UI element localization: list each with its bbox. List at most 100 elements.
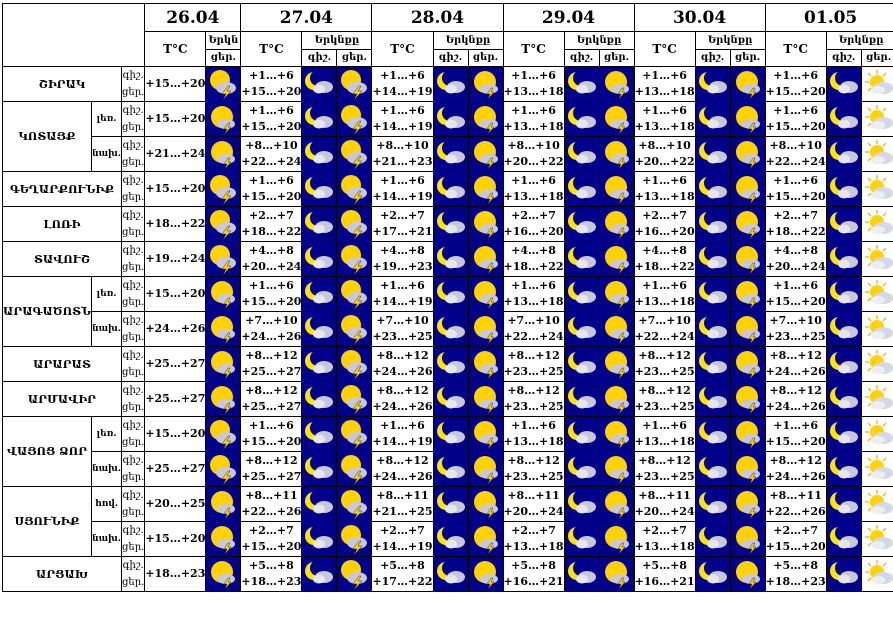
temp-day: +13…+18 xyxy=(503,190,564,203)
temp-night: +2…+7 xyxy=(380,524,425,537)
temp-day-cell: +20…+25 xyxy=(144,486,207,522)
temp-day-cell: +25…+27 xyxy=(144,451,207,487)
night-label: գիշ. xyxy=(122,105,144,116)
temp-cell: +8…+12 +23…+25 xyxy=(633,346,696,382)
sun-cloud-icon xyxy=(600,452,634,486)
time-labels: գիշ. ցեր. xyxy=(120,276,146,312)
night-icon-cell xyxy=(825,521,862,557)
storm-icon xyxy=(206,207,240,241)
night-icon-cell xyxy=(563,416,600,452)
temp-day: +23…+25 xyxy=(503,470,564,483)
region-row: նախ. գիշ. ցեր. +21…+24 +8…+10 +22…+24 +8…+10… xyxy=(3,136,893,172)
day-col-label: ցեր. xyxy=(603,51,630,63)
temp-night: +8…+10 xyxy=(769,139,822,152)
moon-cloud-icon xyxy=(434,557,467,591)
day-icon-cell xyxy=(467,486,504,522)
temp-day-cell: +25…+27 xyxy=(144,381,207,417)
day-icon-cell xyxy=(860,346,893,382)
temp-day: +18…+23 xyxy=(765,575,826,588)
sun-cloud-icon xyxy=(600,487,634,521)
night-icon-cell xyxy=(432,276,469,312)
night-icon-cell xyxy=(563,521,600,557)
night-col-label: գիշ. xyxy=(827,49,862,66)
temp-day: +22…+24 xyxy=(765,155,826,168)
temp-day-cell: +15…+20 xyxy=(144,171,207,207)
night-icon-cell xyxy=(694,556,731,592)
temp-header: T°C xyxy=(633,31,696,67)
temp-day: +24…+26 xyxy=(372,470,433,483)
night-icon-cell xyxy=(301,171,338,207)
region-name: ԱՐՄԱՎԻՐ xyxy=(2,381,122,417)
temp-cell: +5…+8 +16…+21 xyxy=(502,556,565,592)
moon-cloud-icon xyxy=(696,452,730,486)
temp-day-cell: +15…+20 xyxy=(144,276,207,312)
night-icon-cell xyxy=(694,241,731,277)
sun-icon xyxy=(862,172,893,206)
day-icon-cell xyxy=(336,66,373,102)
temp-day: +14…+19 xyxy=(372,190,433,203)
day-icon-cell xyxy=(598,451,635,487)
day-icon-cell xyxy=(467,556,504,592)
subregion-label: նախ. xyxy=(91,451,122,487)
sky-icon-cell xyxy=(205,381,242,417)
temp-day-cell: +18…+23 xyxy=(144,556,207,592)
temp-night: +1…+6 xyxy=(642,279,687,292)
temp-cell: +8…+12 +25…+27 xyxy=(240,346,303,382)
temp-night: +8…+12 xyxy=(638,454,691,467)
temp-cell: +1…+6 +15…+20 xyxy=(240,416,303,452)
moon-cloud-icon xyxy=(827,67,861,101)
temp-cell: +2…+7 +15…+20 xyxy=(764,521,827,557)
temp-day: +19…+23 xyxy=(372,260,433,273)
temp-day: +15…+20 xyxy=(241,295,302,308)
night-label: գիշ. xyxy=(122,280,144,291)
temp-night: +1…+6 xyxy=(249,69,294,82)
region-name: ՎԱՅՈՑ ՁՈՐ xyxy=(1,416,93,487)
day-label: ցեր. xyxy=(121,332,145,343)
night-icon-cell xyxy=(694,136,731,172)
temp-day-cell: +15…+20 xyxy=(144,66,207,102)
day-label: ցեր. xyxy=(121,402,145,413)
sky-header: Երկնքը գիշ. ցեր. xyxy=(432,31,504,67)
temp-cell: +5…+8 +17…+22 xyxy=(371,556,434,592)
day-icon-cell xyxy=(467,66,504,102)
temp-cell: +7…+10 +22…+24 xyxy=(502,311,565,347)
sun-icon xyxy=(862,102,893,136)
day-icon-cell xyxy=(467,346,504,382)
storm-icon xyxy=(337,487,371,521)
day-icon-cell xyxy=(598,206,635,242)
day-icon-cell xyxy=(336,451,373,487)
temp-night: +1…+6 xyxy=(249,279,294,292)
sun-cloud-icon xyxy=(206,102,240,136)
sun-icon xyxy=(862,347,893,381)
temp-night: +8…+11 xyxy=(769,489,822,502)
moon-cloud-icon xyxy=(827,172,861,206)
temp-night: +1…+6 xyxy=(511,279,556,292)
night-label: գիշ. xyxy=(122,175,144,186)
temp-night: +1…+6 xyxy=(380,174,425,187)
sky-icon-cell xyxy=(205,556,242,592)
day-icon-cell xyxy=(336,521,373,557)
temp-day: +23…+25 xyxy=(503,365,564,378)
moon-cloud-icon xyxy=(302,312,336,346)
temp-night: +8…+12 xyxy=(245,384,298,397)
temp-day: +15…+20 xyxy=(241,540,302,553)
night-label: գիշ. xyxy=(122,455,144,466)
temp-night: +8…+12 xyxy=(638,384,691,397)
temp-day: +24…+26 xyxy=(241,330,302,343)
temp-cell: +8…+12 +24…+26 xyxy=(371,381,434,417)
night-icon-cell xyxy=(432,101,469,137)
sun-cloud-icon xyxy=(206,487,240,521)
date-header: 27.04 xyxy=(240,3,373,32)
temp-day-cell: +15…+20 xyxy=(144,521,207,557)
night-icon-cell xyxy=(825,171,862,207)
temp-day: +15…+20 xyxy=(765,435,826,448)
region-name: ՏԱՎՈՒՇ xyxy=(2,241,122,277)
time-labels: գիշ. ցեր. xyxy=(120,171,146,207)
temp-day: +22…+24 xyxy=(241,155,302,168)
temp-cell: +2…+7 +13…+18 xyxy=(502,521,565,557)
temp-night: +1…+6 xyxy=(773,69,819,82)
moon-cloud-icon xyxy=(565,172,599,206)
day-icon-cell xyxy=(860,521,893,557)
moon-cloud-icon xyxy=(827,557,861,591)
temp-night: +7…+10 xyxy=(245,314,298,327)
